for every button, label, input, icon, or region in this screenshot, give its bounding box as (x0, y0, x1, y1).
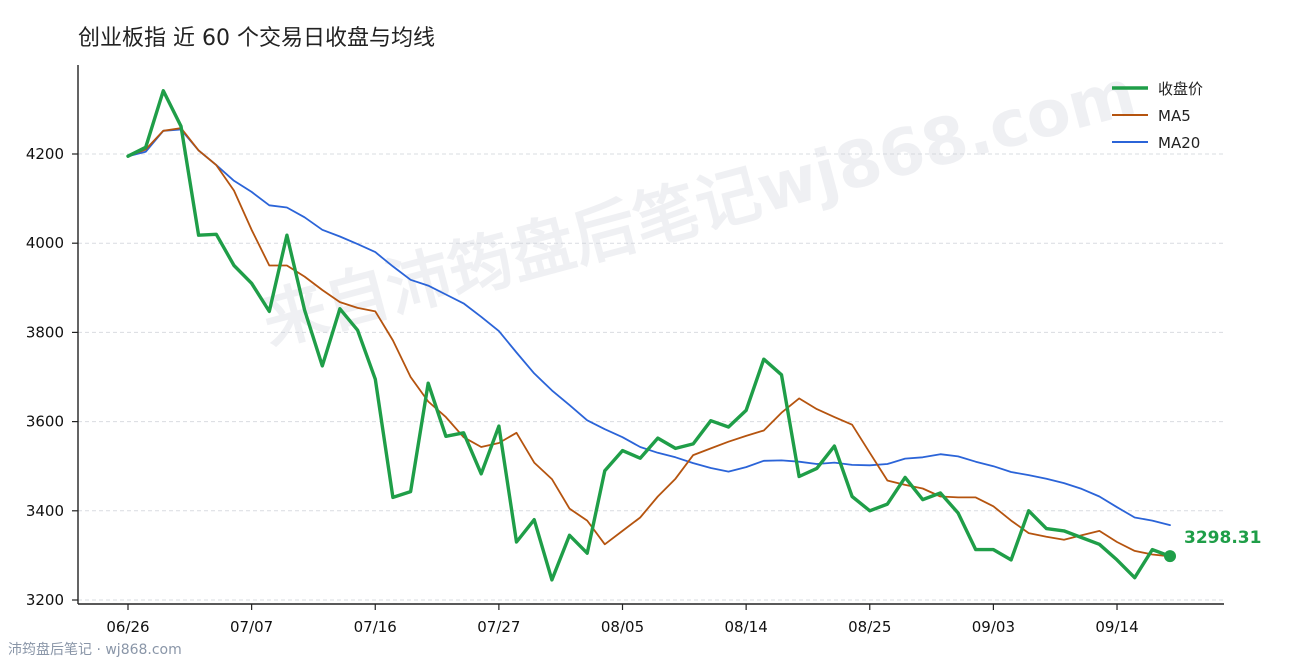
y-tick-label-3600: 3600 (26, 413, 64, 431)
y-tick-label-3200: 3200 (26, 591, 64, 609)
series-lines (126, 88, 1172, 582)
x-tick-label-09/14: 09/14 (1095, 618, 1138, 636)
x-tick-label-08/14: 08/14 (725, 618, 768, 636)
x-tick-label-06/26: 06/26 (106, 618, 149, 636)
legend-label-ma5: MA5 (1158, 107, 1191, 125)
y-tick-label-4000: 4000 (26, 234, 64, 252)
x-tick-label-09/03: 09/03 (972, 618, 1015, 636)
chart-title: 创业板指 近 60 个交易日收盘与均线 (78, 26, 435, 51)
x-ticks: 06/26 07/07 07/16 07/27 08/05 08/14 08/25 09/03… (106, 604, 1139, 636)
watermark: 来自沛筠盘后笔记wj868.com (255, 56, 1143, 360)
x-tick-label-07/27: 07/27 (477, 618, 520, 636)
legend-label-ma20: MA20 (1158, 134, 1200, 152)
y-tick-label-3400: 3400 (26, 502, 64, 520)
end-marker: 3298.31 (1164, 528, 1261, 563)
x-tick-label-07/16: 07/16 (354, 618, 397, 636)
grid (78, 153, 1224, 601)
legend[interactable]: 收盘价 MA5 MA20 (1112, 80, 1203, 152)
axes (77, 65, 1224, 605)
end-point-dot (1164, 550, 1176, 563)
series-line-ma5 (127, 127, 1171, 558)
y-tick-label-4200: 4200 (26, 145, 64, 163)
series-line-close (126, 88, 1172, 582)
footer-credit: 沛筠盘后笔记 · wj868.com (8, 641, 182, 658)
x-tick-label-08/25: 08/25 (848, 618, 891, 636)
y-tick-label-3800: 3800 (26, 323, 64, 341)
end-value-label: 3298.31 (1184, 528, 1261, 548)
y-ticks: 3200 3400 3600 3800 4000 4200 (26, 145, 78, 609)
x-tick-label-07/07: 07/07 (230, 618, 273, 636)
x-tick-label-08/05: 08/05 (601, 618, 644, 636)
legend-label-close: 收盘价 (1158, 80, 1203, 98)
